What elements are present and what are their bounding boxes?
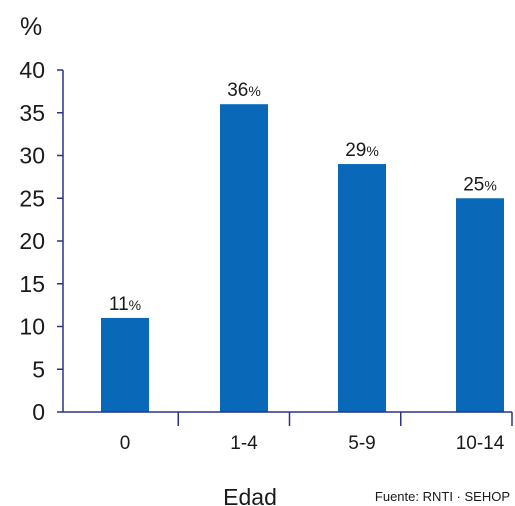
bars-group	[101, 104, 504, 412]
data-label: 11%	[109, 294, 141, 315]
x-axis-label: Edad	[223, 484, 277, 506]
data-label: 25%	[463, 174, 497, 195]
bar-5-9	[338, 164, 386, 412]
y-tick-label: 40	[19, 57, 45, 83]
source-note: Fuente: RNTI · SEHOP	[375, 489, 510, 504]
bar-10-14	[456, 198, 504, 412]
data-label: 29%	[345, 140, 379, 161]
x-tick-label: 10-14	[456, 433, 505, 454]
y-tick-label: 20	[19, 228, 45, 254]
data-label-unit: %	[366, 143, 378, 159]
data-label-unit: %	[248, 83, 260, 99]
bar-1-4	[220, 104, 268, 412]
data-label: 36%	[227, 80, 261, 101]
y-axis-label: %	[20, 13, 42, 41]
data-label-value: 29	[345, 140, 366, 161]
data-labels-group: 11%36%29%25%	[109, 80, 497, 315]
bar-0	[101, 317, 149, 412]
data-label-value: 11	[109, 294, 129, 315]
data-label-unit: %	[484, 177, 496, 193]
y-tick-label: 5	[32, 356, 45, 382]
y-tick-label: 10	[19, 314, 45, 340]
y-axis: 0 5 10 15 20 25 30 35 40	[19, 57, 64, 425]
x-tick-label: 5-9	[348, 433, 375, 454]
y-tick-label: 25	[19, 185, 45, 211]
data-label-unit: %	[129, 297, 141, 313]
x-tick-label: 0	[120, 433, 131, 454]
y-tick-label: 35	[19, 100, 45, 126]
y-tick-label: 30	[19, 143, 45, 169]
y-tick-label: 15	[19, 271, 45, 297]
y-tick-label: 0	[32, 399, 45, 425]
data-label-value: 36	[227, 80, 248, 101]
data-label-value: 25	[463, 174, 484, 195]
x-axis: 0 1-4 5-9 10-14	[63, 411, 513, 454]
x-tick-label: 1-4	[230, 433, 258, 454]
